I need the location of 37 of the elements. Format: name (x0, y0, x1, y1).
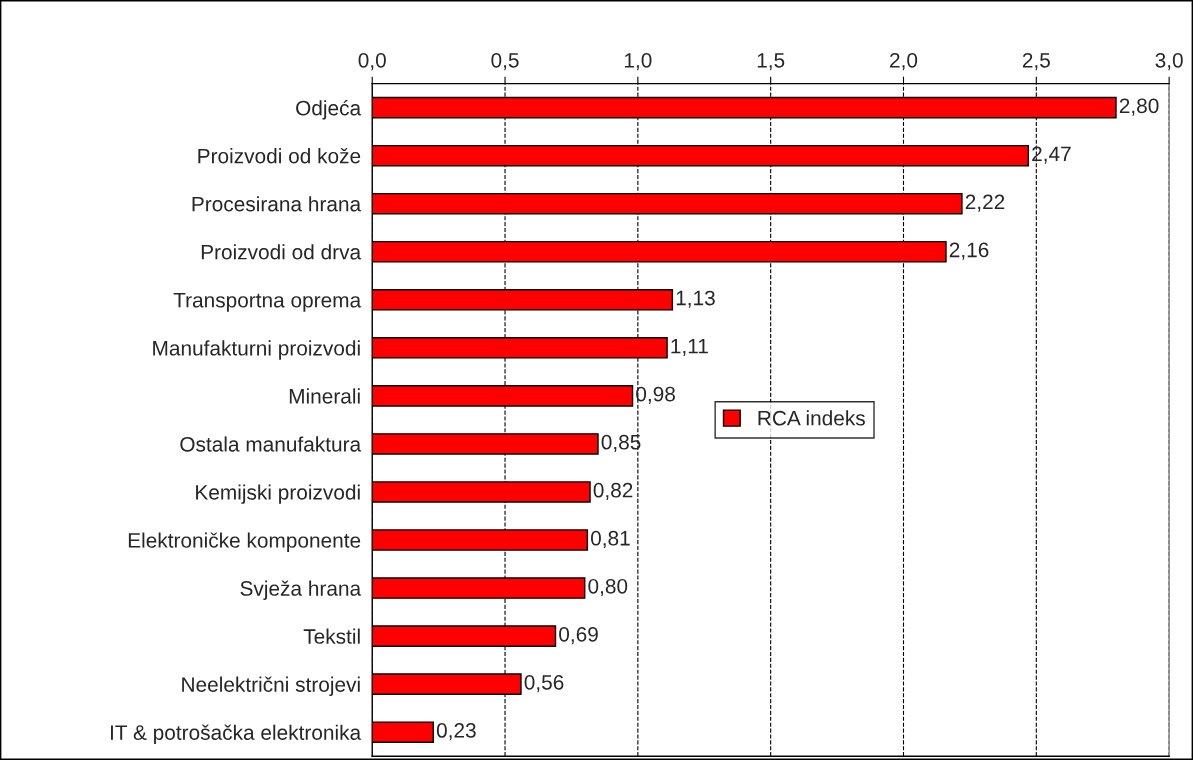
y-tick-label: Manufakturni proizvodi (153, 340, 360, 360)
x-tick-label: 0,0 (358, 52, 386, 71)
y-tick-label: Ostala manufaktura (180, 436, 362, 452)
y-tick-label: Procesirana hrana (192, 196, 362, 212)
data-label: 1,13 (676, 290, 715, 308)
data-label: 0,80 (588, 578, 628, 597)
data-label: 0,81 (590, 530, 630, 549)
y-tick-label: Minerali (289, 388, 360, 404)
data-label: 0,56 (524, 674, 564, 693)
y-tick-label: Tekstil (303, 628, 360, 644)
y-tick-label: Odjeća (296, 99, 362, 120)
data-label: 2,22 (965, 194, 1005, 212)
x-tick-label: 0,5 (491, 52, 519, 71)
bar (372, 721, 435, 743)
data-label: 0,23 (436, 723, 476, 741)
y-tick-label: IT & potrošačka elektronika (110, 724, 362, 745)
y-tick-label: Elektroničke komponente (128, 532, 361, 552)
data-label: 0,98 (636, 386, 675, 404)
y-tick-label: Neelektrični strojevi (182, 676, 360, 697)
data-label: 2,47 (1032, 146, 1071, 164)
x-tick-label: 1,0 (624, 52, 652, 71)
data-label: 2,16 (949, 242, 989, 260)
data-label: 0,69 (559, 626, 598, 645)
data-label: 1,11 (671, 338, 708, 356)
y-tick-label: Kemijski proizvodi (196, 484, 360, 504)
data-label: 0,82 (593, 482, 633, 501)
y-tick-label: Proizvodi od kože (198, 148, 361, 164)
x-tick-label: 1,5 (757, 53, 785, 71)
legend-label: RCA indeks (758, 410, 865, 426)
y-tick-label: Proizvodi od drva (201, 244, 362, 260)
x-tick-label: 3,0 (1155, 52, 1183, 71)
y-tick-label: Transportna oprema (173, 293, 362, 312)
y-tick-label: Svježa hrana (240, 580, 362, 600)
data-label: 0,85 (601, 434, 641, 452)
x-tick-label: 2,5 (1022, 52, 1050, 71)
data-label: 2,80 (1119, 98, 1159, 116)
x-tick-label: 2,0 (890, 52, 918, 71)
